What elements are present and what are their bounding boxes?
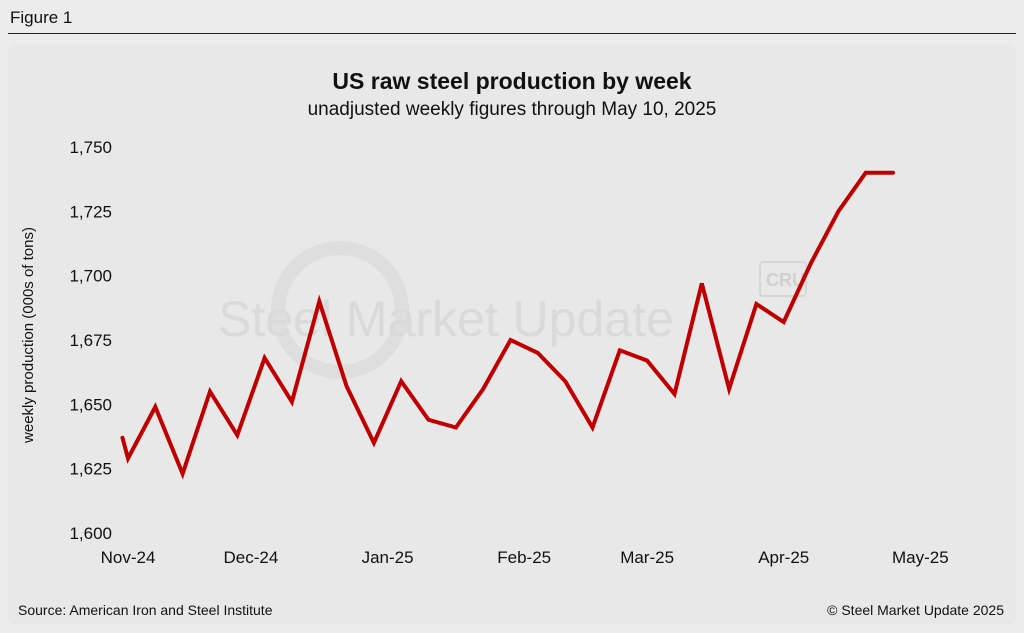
x-axis: Nov-24 Dec-24 Jan-25 Feb-25 Mar-25 Apr-25 May-… bbox=[101, 548, 949, 567]
chart-title: US raw steel production by week bbox=[332, 68, 692, 94]
x-tick-label: Feb-25 bbox=[497, 548, 551, 567]
figure-label: Figure 1 bbox=[10, 8, 73, 27]
y-tick-label: 1,675 bbox=[69, 331, 112, 350]
y-axis: 1,600 1,625 1,650 1,675 1,700 1,725 1,750 bbox=[69, 138, 112, 543]
source-note: Source: American Iron and Steel Institut… bbox=[18, 602, 273, 618]
y-tick-label: 1,725 bbox=[69, 202, 112, 221]
y-axis-label: weekly production (000s of tons) bbox=[20, 227, 37, 444]
x-tick-label: Mar-25 bbox=[620, 548, 674, 567]
y-tick-label: 1,750 bbox=[69, 138, 112, 157]
chart-subtitle: unadjusted weekly figures through May 10… bbox=[307, 99, 717, 120]
y-tick-label: 1,650 bbox=[69, 395, 112, 414]
x-tick-label: Dec-24 bbox=[224, 548, 279, 567]
x-tick-label: Jan-25 bbox=[362, 548, 414, 567]
chart-panel bbox=[8, 44, 1016, 624]
watermark-mark: CRU bbox=[766, 270, 805, 290]
x-tick-label: May-25 bbox=[892, 548, 949, 567]
x-tick-label: Apr-25 bbox=[758, 548, 809, 567]
x-tick-label: Nov-24 bbox=[101, 548, 156, 567]
watermark: Steel Market Update CRU bbox=[218, 241, 807, 379]
series-group bbox=[120, 170, 895, 480]
series-line bbox=[120, 170, 895, 480]
y-tick-label: 1,625 bbox=[69, 460, 112, 479]
figure-divider bbox=[8, 33, 1016, 34]
y-tick-label: 1,600 bbox=[69, 524, 112, 543]
copyright-note: © Steel Market Update 2025 bbox=[827, 602, 1004, 618]
watermark-logo bbox=[759, 261, 807, 297]
y-tick-label: 1,700 bbox=[69, 267, 112, 286]
watermark-brand: Steel Market Update bbox=[218, 291, 674, 347]
